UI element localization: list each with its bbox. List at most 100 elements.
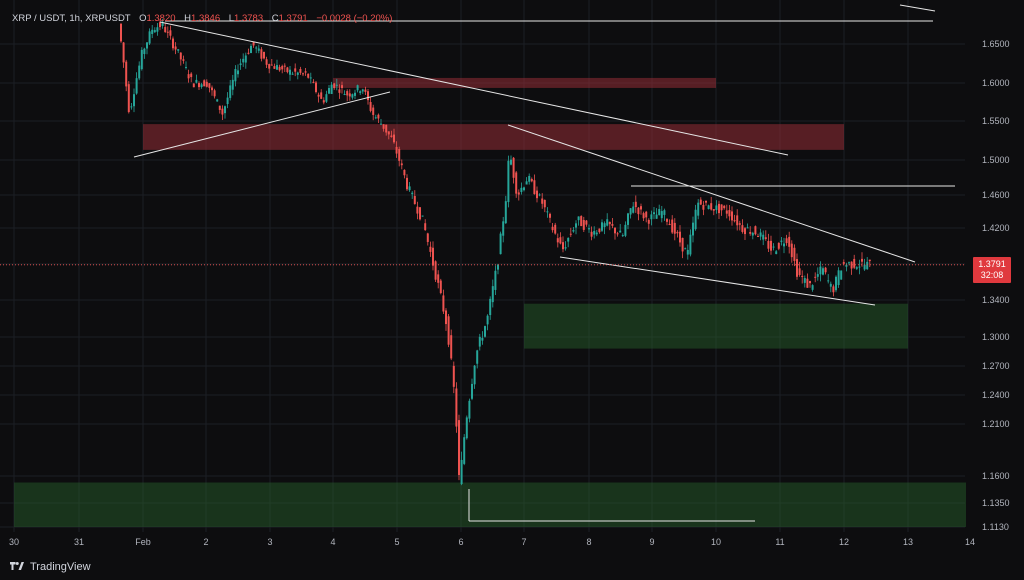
candle [473, 364, 476, 389]
candle-body [775, 251, 778, 254]
candle [486, 314, 489, 331]
candle [200, 82, 203, 89]
candle [697, 199, 700, 220]
candle-body [619, 230, 622, 233]
candle-body [567, 237, 570, 242]
candle-body [767, 240, 770, 249]
symbol-title[interactable]: XRP / USDT, 1h, XRPUSDT [12, 13, 131, 24]
candle-body [380, 123, 382, 125]
candle-body [343, 94, 346, 96]
candle-body [491, 286, 494, 303]
candle-body [668, 223, 671, 225]
candle [507, 155, 510, 208]
candle-body [304, 71, 307, 73]
candle-body [387, 131, 390, 135]
candle [273, 63, 276, 70]
candle-body [153, 30, 156, 33]
candle-body [681, 237, 684, 252]
candle [182, 55, 185, 64]
candle [554, 222, 557, 235]
candle-body [536, 190, 538, 199]
candle-body [736, 215, 739, 226]
candle-body [637, 207, 640, 215]
candle [140, 47, 143, 71]
candle [762, 230, 765, 246]
candle [231, 74, 234, 96]
candle-body [190, 73, 193, 78]
candle [481, 331, 484, 345]
candle-body [572, 230, 575, 232]
candle-body [806, 278, 809, 288]
candle [260, 47, 263, 62]
candle-body [741, 225, 744, 232]
resistance-zone [143, 124, 844, 150]
candle-body [699, 199, 702, 205]
candle [247, 48, 250, 55]
candle-body [556, 238, 559, 243]
close-label: C [271, 13, 279, 24]
candle-body [788, 236, 791, 247]
candle-body [645, 211, 648, 218]
candle [523, 186, 525, 192]
candle [203, 79, 206, 87]
candle-body [621, 235, 624, 237]
candle-body [551, 226, 554, 231]
candle-body [244, 55, 247, 63]
time-tick-label: 11 [775, 537, 784, 547]
candle [354, 89, 356, 100]
candle-body [151, 29, 154, 34]
candle [751, 231, 754, 240]
candle [476, 349, 479, 369]
candle [164, 22, 167, 33]
candle [744, 227, 746, 241]
time-tick-label: 14 [965, 537, 975, 547]
candle [328, 85, 330, 95]
time-tick-label: 6 [458, 537, 463, 547]
candle [705, 200, 707, 206]
candle [374, 114, 377, 120]
descending-trendline [159, 21, 789, 156]
candle [801, 270, 804, 284]
candle-body [195, 79, 198, 83]
candle [650, 210, 653, 226]
time-axis[interactable]: 30 31 Feb 2 3 4 5 6 7 8 9 10 11 12 13 14 [0, 532, 1024, 556]
candle [296, 71, 299, 80]
candle-body [798, 268, 801, 275]
price-tick-label: 1.6500 [982, 39, 1010, 49]
candle [710, 196, 713, 211]
candle-body [367, 91, 369, 101]
candle-body [395, 146, 398, 154]
candle [634, 195, 637, 213]
candle [177, 49, 180, 53]
candle-body [187, 74, 190, 79]
candle-body [715, 205, 718, 211]
candle-body [437, 274, 440, 283]
candle [627, 212, 629, 230]
candle [484, 325, 486, 338]
candle-body [515, 172, 518, 194]
candle-body [494, 270, 497, 290]
candle [530, 177, 533, 183]
candle-body [679, 231, 681, 243]
candle [840, 270, 843, 280]
candle-body [608, 221, 611, 225]
candle [598, 228, 601, 234]
candle [746, 223, 749, 229]
candle [198, 81, 200, 91]
price-tick-label: 1.2400 [982, 390, 1010, 400]
candle-body [702, 204, 705, 210]
candle [679, 225, 681, 247]
candle [169, 25, 172, 40]
candle-body [575, 223, 577, 228]
candle [166, 26, 169, 38]
candle [725, 204, 728, 219]
candle-body [146, 42, 148, 49]
brand[interactable]: TradingView [10, 561, 91, 573]
candle-body [179, 52, 182, 60]
candle [255, 46, 258, 54]
candle [299, 66, 302, 75]
candle [720, 204, 723, 216]
candle-body [666, 219, 668, 222]
candle-body [614, 227, 616, 234]
